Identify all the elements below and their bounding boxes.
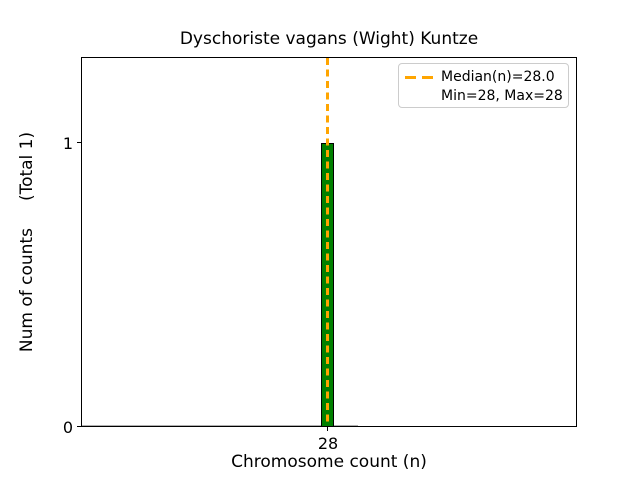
histogram-bin-baseline bbox=[82, 424, 358, 426]
y-tick-label-0: 0 bbox=[62, 418, 73, 437]
x-tick-label-28: 28 bbox=[317, 434, 339, 453]
x-axis-label: Chromosome count (n) bbox=[231, 452, 427, 472]
y-tick-mark-0 bbox=[77, 425, 81, 427]
legend-entry-minmax: Min=28, Max=28 bbox=[405, 87, 563, 106]
y-tick-label-1: 1 bbox=[62, 134, 73, 153]
x-tick-mark-28 bbox=[327, 427, 329, 431]
legend-sample-spacer bbox=[405, 94, 433, 97]
median-line bbox=[326, 58, 329, 426]
chart-title: Dyschoriste vagans (Wight) Kuntze bbox=[179, 29, 479, 49]
plot-area bbox=[81, 57, 577, 427]
legend-label-minmax: Min=28, Max=28 bbox=[441, 87, 563, 104]
legend-label-median: Median(n)=28.0 bbox=[441, 69, 555, 86]
legend: Median(n)=28.0 Min=28, Max=28 bbox=[398, 63, 569, 108]
legend-entry-median: Median(n)=28.0 bbox=[405, 68, 561, 87]
orange-dashed-line-icon bbox=[405, 75, 433, 79]
y-axis-label: Num of counts (Total 1) bbox=[17, 131, 37, 353]
y-tick-mark-1 bbox=[77, 142, 81, 144]
